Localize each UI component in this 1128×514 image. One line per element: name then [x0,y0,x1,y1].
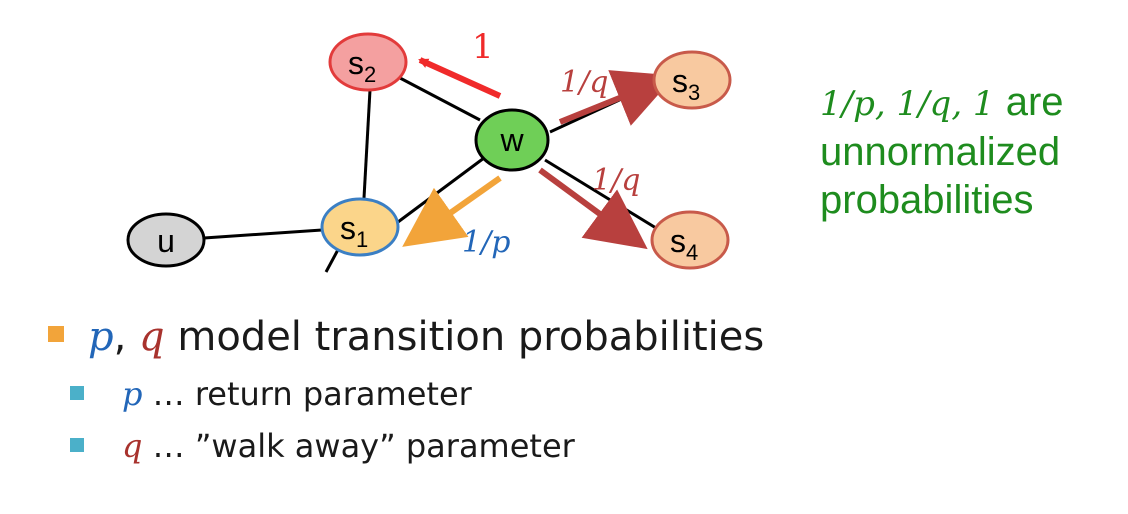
teal-bullet-marker [70,438,84,452]
arrow-w-to-s4 [538,167,648,250]
bullet-main-text: model transition probabilities [164,314,765,360]
svg-text:u: u [157,223,175,259]
edge-label-w-s3: 1/q [560,65,608,100]
comma: , [113,314,140,360]
unnormalized-note: 1/p, 1/q, 1 are unnormalized probabiliti… [820,78,1064,224]
edge-s2-w [399,76,481,122]
node-w: w [474,108,550,172]
node-s4: s4 [650,210,730,270]
svg-text:s2: s2 [348,45,376,87]
bullet-list: p, q model transition probabilities p … … [48,306,764,472]
svg-text:s3: s3 [672,63,700,105]
bullet-sub-q-text: … ”walk away” parameter [142,427,575,465]
node-s1: s1 [320,197,400,257]
bullet-sub-q: q … ”walk away” parameter [70,420,764,472]
edge-w-s1 [397,156,485,224]
node-u: u [126,212,206,268]
edge-s1-s2 [362,89,372,199]
bullet-sub-p: p … return parameter [70,368,764,420]
symbol-q-sub: q [122,427,143,465]
note-line-2: unnormalized [820,130,1061,174]
bullet-main: p, q model transition probabilities [48,306,764,368]
note-line-1: 1/p, 1/q, 1 are [820,78,1064,128]
node-s3: s3 [652,50,732,110]
arrow-w-to-s2 [418,57,502,99]
svg-text:w: w [499,122,524,158]
edge-label-w-s4: 1/q [592,163,640,198]
bullet-sub-p-text: … return parameter [142,375,472,413]
teal-bullet-marker [70,386,84,400]
note-line-3: probabilities [820,178,1034,222]
orange-bullet-marker [48,326,64,342]
svg-text:s1: s1 [340,210,368,252]
edge-u-s1 [203,228,323,240]
random-walk-diagram: s2 s3 w s1 s4 u 1 1/q 1/q 1/p [126,27,732,273]
symbol-p: p [88,314,114,360]
edge-label-w-s2: 1 [472,27,494,67]
arrow-w-to-s1 [402,175,502,247]
svg-text:s4: s4 [670,223,698,265]
note-math: 1/p, 1/q, 1 [820,84,995,124]
note-line1-rest: are [994,80,1064,124]
edge-label-w-s1: 1/p [462,225,510,260]
arrow-w-to-s3 [558,70,676,126]
symbol-q: q [139,314,165,360]
node-s2: s2 [328,32,408,92]
symbol-p-sub: p [122,375,143,413]
